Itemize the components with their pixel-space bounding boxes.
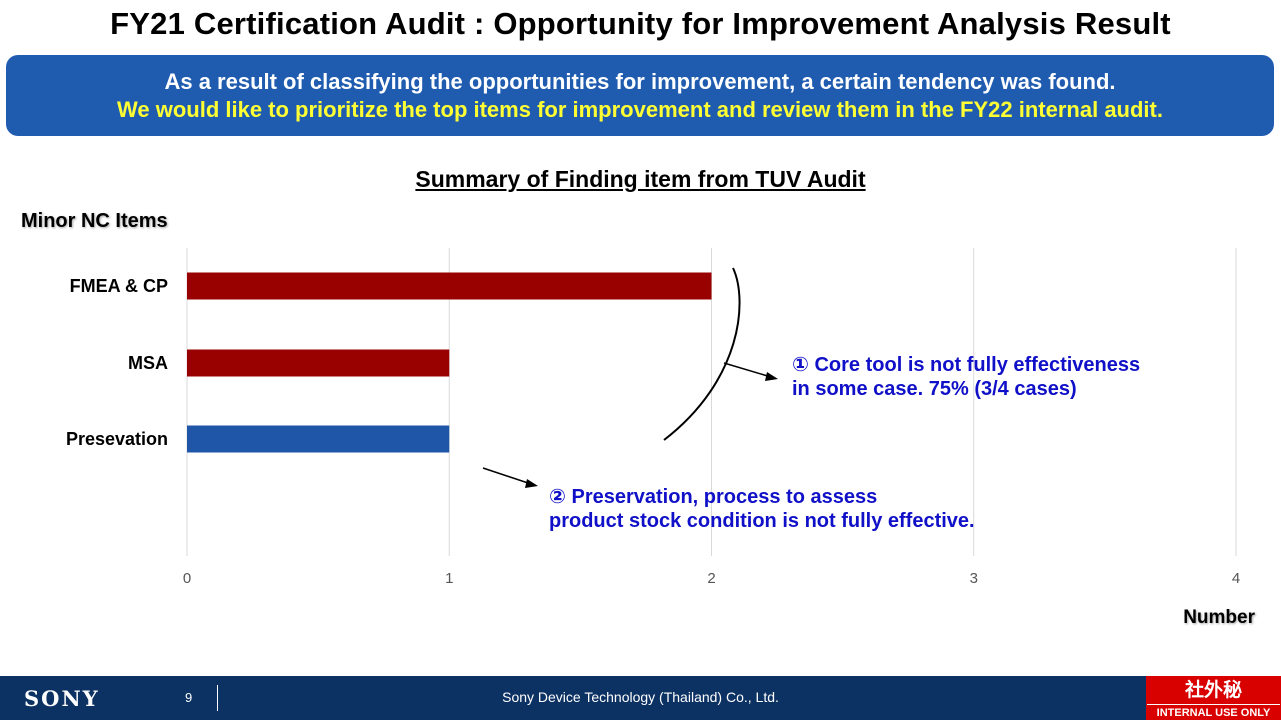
summary-banner: As a result of classifying the opportuni… <box>6 55 1274 136</box>
category-label: MSA <box>128 353 168 373</box>
bars <box>187 272 712 453</box>
bar-fmea-cp <box>187 272 712 300</box>
annotation-preservation-line-1: ② Preservation, process to assess <box>549 486 878 508</box>
category-label: Presevation <box>66 429 168 449</box>
bar-presevation <box>187 425 450 453</box>
x-tick-label: 1 <box>445 570 453 587</box>
brace-curve <box>663 267 741 441</box>
annotation-core-tool-line-1: ① Core tool is not fully effectiveness <box>792 354 1141 376</box>
footer-divider <box>217 685 218 711</box>
category-label: FMEA & CP <box>70 276 168 296</box>
x-tick-label: 4 <box>1232 570 1240 587</box>
annotation-preservation: ② Preservation, process to assess produc… <box>549 485 975 533</box>
x-tick-label: 3 <box>970 570 978 587</box>
footer-bar: SONY 9 Sony Device Technology (Thailand)… <box>0 676 1281 720</box>
x-tick-label: 2 <box>707 570 715 587</box>
page-number: 9 <box>185 690 193 705</box>
arrow-1-line <box>723 362 772 378</box>
x-tick-label: 0 <box>183 570 191 587</box>
slide-title: FY21 Certification Audit : Opportunity f… <box>110 6 1171 41</box>
confidential-stamp: 社外秘 INTERNAL USE ONLY <box>1146 676 1281 720</box>
annotation-core-tool: ① Core tool is not fully effectiveness i… <box>792 353 1140 401</box>
bar-msa <box>187 349 450 377</box>
y-axis-label: Minor NC Items <box>21 210 168 232</box>
arrow-2-head <box>525 479 538 488</box>
annotation-preservation-line-2: product stock condition is not fully eff… <box>549 510 975 532</box>
banner-line-1: As a result of classifying the opportuni… <box>164 68 1116 94</box>
category-labels: FMEA & CP MSA Presevation <box>66 276 168 449</box>
arrow-1-head <box>765 372 778 381</box>
x-axis-label: Number <box>1183 607 1255 628</box>
arrow-2-line <box>482 467 532 485</box>
x-tick-labels: 0 1 2 3 4 <box>183 570 1240 587</box>
company-name: Sony Device Technology (Thailand) Co., L… <box>502 689 779 705</box>
chart-title: Summary of Finding item from TUV Audit <box>415 166 866 192</box>
stamp-kanji: 社外秘 <box>1147 677 1280 704</box>
annotation-marks <box>482 267 778 488</box>
stamp-internal-use: INTERNAL USE ONLY <box>1147 704 1280 720</box>
banner-line-2: We would like to prioritize the top item… <box>117 96 1163 122</box>
sony-logo: SONY <box>24 686 100 711</box>
annotation-core-tool-line-2: in some case. 75% (3/4 cases) <box>792 378 1077 400</box>
